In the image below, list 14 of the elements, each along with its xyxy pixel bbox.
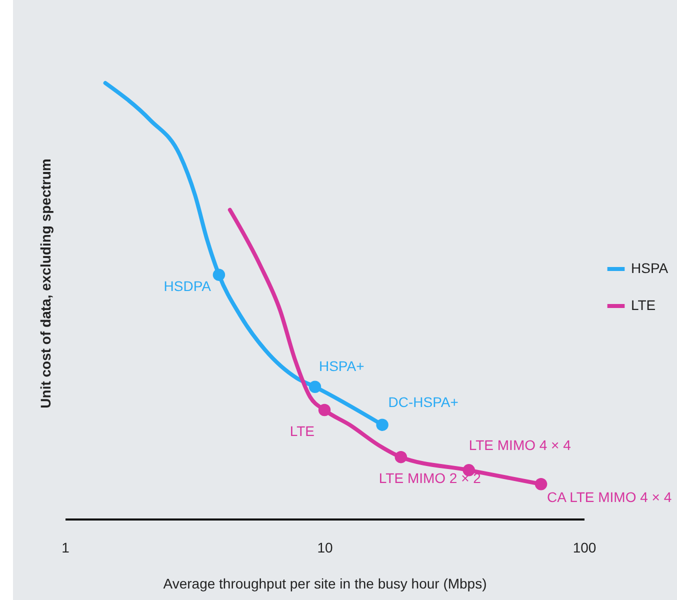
annotation: HSPA+ — [318, 358, 364, 374]
x-tick-label: 100 — [572, 540, 596, 556]
annotation: CA LTE MIMO 4 × 4 — [547, 489, 672, 506]
x-tick-label: 1 — [62, 540, 70, 556]
legend-label: HSPA — [631, 260, 669, 276]
x-tick-label: 10 — [317, 540, 333, 556]
annotation: DC-HSPA+ — [388, 394, 458, 410]
annotation: LTE MIMO 2 × 2 — [378, 470, 482, 486]
annotation: LTE — [290, 423, 314, 439]
y-axis-title: Unit cost of data, excluding spectrum — [38, 158, 54, 408]
x-axis-title: Average throughput per site in the busy hour (Mbps) — [163, 576, 487, 592]
annotation: LTE MIMO 4 × 4 — [468, 437, 572, 454]
legend-label: LTE — [631, 297, 656, 313]
annotation: HSDPA — [164, 278, 212, 294]
